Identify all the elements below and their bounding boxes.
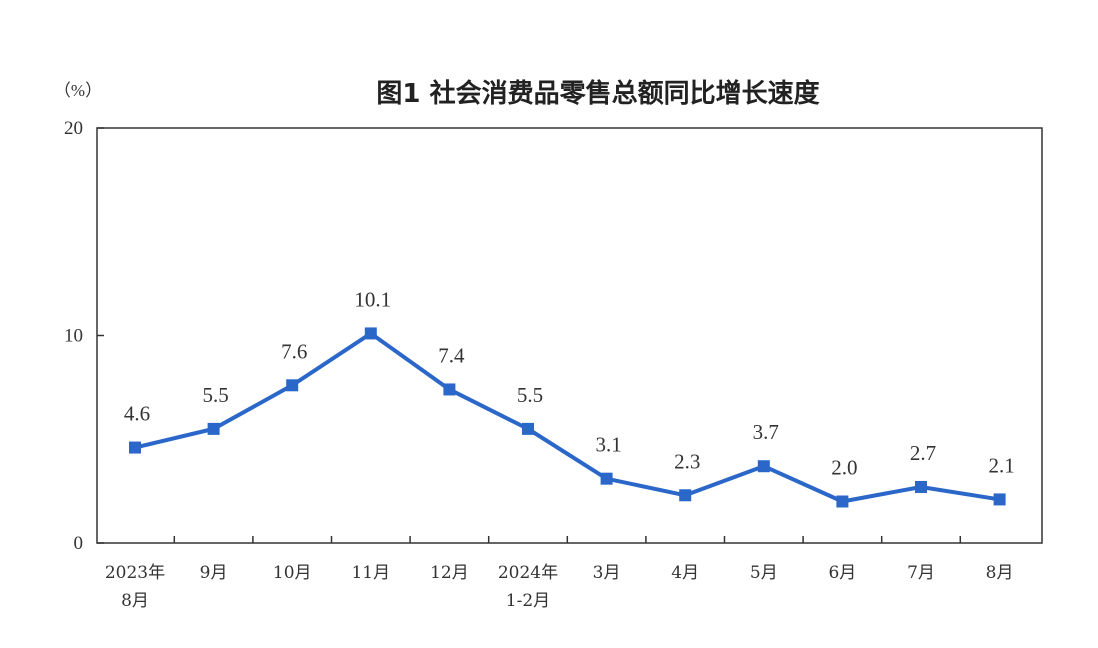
series-layer: 4.6 5.5 7.6 10.1 7.4 5.5 3.1 2.3 3.7 2.0 2.7 2.1 bbox=[124, 287, 1015, 508]
data-point-marker bbox=[679, 489, 692, 502]
data-label: 2.1 bbox=[988, 453, 1014, 477]
data-label: 7.6 bbox=[281, 339, 307, 363]
data-label: 5.5 bbox=[517, 383, 543, 407]
data-point-marker bbox=[600, 472, 613, 485]
x-tick-label: 2024年 bbox=[498, 563, 558, 583]
data-point-marker bbox=[286, 379, 299, 392]
data-label: 2.7 bbox=[910, 441, 936, 465]
x-tick-label: 3月 bbox=[593, 563, 621, 583]
x-tick-label: 8月 bbox=[121, 591, 149, 611]
x-tick-label: 9月 bbox=[200, 563, 228, 583]
y-axis: 0 10 20 bbox=[64, 118, 104, 554]
x-tick-label: 7月 bbox=[907, 563, 935, 583]
data-label: 3.1 bbox=[595, 433, 621, 457]
x-tick-label: 10月 bbox=[273, 563, 312, 583]
x-axis: 2023年 8月 9月 10月 11月 12月 2024年 1-2月 3月 4月 5月 6月 7月 8月 bbox=[105, 536, 1014, 611]
series-line bbox=[134, 331, 1000, 504]
data-label: 7.4 bbox=[438, 343, 465, 367]
x-tick-label: 2023年 bbox=[105, 563, 165, 583]
y-tick-label: 0 bbox=[74, 533, 84, 554]
data-point-marker bbox=[522, 422, 534, 435]
data-point-marker bbox=[915, 480, 927, 493]
y-axis-unit: （%） bbox=[54, 81, 102, 100]
data-point-marker bbox=[207, 422, 220, 435]
y-tick-label: 10 bbox=[64, 326, 83, 347]
x-tick-label: 1-2月 bbox=[506, 591, 550, 611]
plot-frame bbox=[96, 127, 1043, 544]
data-label: 10.1 bbox=[354, 287, 391, 311]
x-tick-label: 11月 bbox=[351, 563, 390, 583]
data-label: 3.7 bbox=[753, 420, 779, 444]
data-point-marker bbox=[993, 493, 1006, 506]
x-tick-label: 5月 bbox=[750, 563, 778, 583]
data-point-marker bbox=[757, 460, 770, 473]
data-label: 2.3 bbox=[674, 449, 700, 473]
data-label: 4.6 bbox=[124, 402, 150, 426]
x-tick-label: 12月 bbox=[430, 563, 469, 583]
chart-title: 图1 社会消费品零售总额同比增长速度 bbox=[376, 78, 819, 109]
y-tick-label: 20 bbox=[64, 118, 83, 139]
x-tick-label: 4月 bbox=[671, 563, 699, 583]
data-label: 5.5 bbox=[202, 383, 228, 407]
x-tick-label: 6月 bbox=[828, 563, 856, 583]
data-label: 2.0 bbox=[831, 456, 857, 480]
data-point-marker bbox=[364, 327, 377, 340]
data-point-marker bbox=[129, 441, 141, 454]
data-point-marker bbox=[443, 383, 456, 396]
data-point-marker bbox=[836, 495, 849, 508]
x-tick-label: 8月 bbox=[986, 563, 1014, 583]
